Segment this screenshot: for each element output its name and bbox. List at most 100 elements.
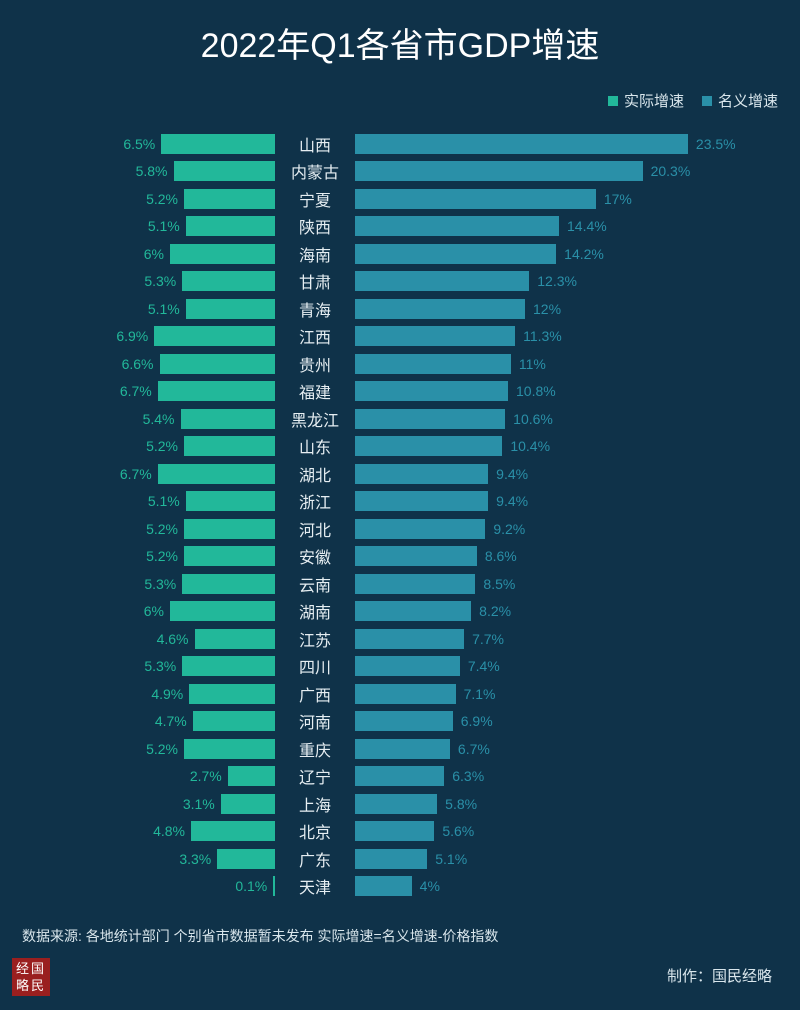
real-growth-value: 5.8%	[136, 163, 168, 179]
nominal-growth-value: 11%	[519, 356, 546, 372]
province-label: 广东	[275, 847, 355, 871]
nominal-growth-value: 20.3%	[651, 163, 691, 179]
nominal-growth-value: 4%	[420, 878, 440, 894]
data-source-note: 数据来源: 各地统计部门 个别省市数据暂未发布 实际增速=名义增速-价格指数	[22, 926, 498, 946]
province-label: 重庆	[275, 737, 355, 761]
real-growth-value: 2.7%	[190, 768, 222, 784]
real-growth-bar	[170, 244, 275, 264]
real-growth-bar	[221, 794, 275, 814]
province-label: 云南	[275, 572, 355, 596]
nominal-growth-value: 7.4%	[468, 658, 500, 674]
real-growth-bar	[184, 189, 275, 209]
nominal-growth-value: 6.3%	[452, 768, 484, 784]
province-label: 江西	[275, 324, 355, 348]
real-growth-bar	[195, 629, 276, 649]
nominal-growth-bar	[355, 794, 437, 814]
nominal-growth-bar	[355, 684, 456, 704]
chart-row: 5.3% 云南 8.5%	[0, 570, 800, 598]
nominal-growth-value: 9.4%	[496, 493, 528, 509]
real-growth-value: 6.7%	[120, 383, 152, 399]
nominal-growth-bar	[355, 491, 488, 511]
chart-row: 5.2%安徽8.6%	[0, 543, 800, 571]
nominal-growth-bar	[355, 271, 529, 291]
nominal-growth-value: 14.2%	[564, 246, 604, 262]
province-label: 山东	[275, 434, 355, 458]
nominal-growth-bar	[355, 134, 688, 154]
chart-row: 5.4%黑龙江10.6%	[0, 405, 800, 433]
nominal-growth-value: 12%	[533, 301, 561, 317]
chart-row: 6.7%福建10.8%	[0, 378, 800, 406]
real-growth-bar	[184, 546, 275, 566]
province-label: 黑龙江	[275, 407, 355, 431]
real-growth-value: 0.1%	[235, 878, 267, 894]
chart-row: 6.5%山西23.5%	[0, 130, 800, 158]
credit-label: 制作：国民经略	[667, 965, 772, 986]
nominal-growth-value: 7.7%	[472, 631, 504, 647]
nominal-growth-bar	[355, 519, 485, 539]
real-growth-value: 6.9%	[116, 328, 148, 344]
nominal-growth-value: 5.8%	[445, 796, 477, 812]
chart-row: 5.1%陕西14.4%	[0, 213, 800, 241]
chart-row: 5.2%重庆6.7%	[0, 735, 800, 763]
nominal-growth-bar	[355, 326, 515, 346]
nominal-growth-value: 10.6%	[513, 411, 553, 427]
real-growth-bar	[170, 601, 275, 621]
province-label: 河北	[275, 517, 355, 541]
real-growth-value: 4.6%	[157, 631, 189, 647]
publisher-stamp: 经国略民	[12, 958, 50, 996]
chart-row: 4.6% 江苏 7.7%	[0, 625, 800, 653]
nominal-growth-value: 5.1%	[435, 851, 467, 867]
legend-label: 名义增速	[718, 90, 778, 111]
province-label: 广西	[275, 682, 355, 706]
nominal-growth-bar	[355, 381, 508, 401]
nominal-growth-bar	[355, 436, 502, 456]
nominal-growth-bar	[355, 574, 475, 594]
nominal-growth-bar	[355, 546, 477, 566]
chart-row: 5.1%浙江9.4%	[0, 488, 800, 516]
chart-row: 6.7%湖北9.4%	[0, 460, 800, 488]
legend-item: 实际增速	[608, 90, 684, 111]
real-growth-value: 4.7%	[155, 713, 187, 729]
real-growth-bar	[154, 326, 275, 346]
nominal-growth-value: 9.2%	[493, 521, 525, 537]
nominal-growth-bar	[355, 409, 505, 429]
province-label: 辽宁	[275, 764, 355, 788]
real-growth-value: 5.2%	[146, 191, 178, 207]
real-growth-value: 5.3%	[144, 658, 176, 674]
nominal-growth-value: 9.4%	[496, 466, 528, 482]
real-growth-value: 5.3%	[144, 576, 176, 592]
real-growth-bar	[181, 409, 276, 429]
nominal-growth-bar	[355, 216, 559, 236]
real-growth-bar	[158, 381, 275, 401]
province-label: 湖北	[275, 462, 355, 486]
nominal-growth-bar	[355, 354, 511, 374]
real-growth-bar	[228, 766, 275, 786]
real-growth-bar	[158, 464, 275, 484]
chart-title: 2022年Q1各省市GDP增速	[0, 18, 800, 67]
chart-row: 2.7% 辽宁 6.3%	[0, 763, 800, 791]
nominal-growth-bar	[355, 189, 596, 209]
chart-row: 6%海南14.2%	[0, 240, 800, 268]
nominal-growth-bar	[355, 849, 427, 869]
chart-row: 5.1%青海12%	[0, 295, 800, 323]
nominal-growth-value: 8.5%	[483, 576, 515, 592]
real-growth-value: 6.5%	[123, 136, 155, 152]
real-growth-bar	[186, 216, 275, 236]
real-growth-bar	[182, 271, 275, 291]
real-growth-bar	[186, 491, 275, 511]
nominal-growth-value: 5.6%	[442, 823, 474, 839]
nominal-growth-bar	[355, 244, 556, 264]
province-label: 甘肃	[275, 269, 355, 293]
province-label: 宁夏	[275, 187, 355, 211]
chart-row: 4.8%北京5.6%	[0, 818, 800, 846]
nominal-growth-bar	[355, 739, 450, 759]
real-growth-value: 4.8%	[153, 823, 185, 839]
real-growth-bar	[273, 876, 275, 896]
real-growth-bar	[184, 436, 275, 456]
province-label: 贵州	[275, 352, 355, 376]
province-label: 陕西	[275, 214, 355, 238]
nominal-growth-value: 7.1%	[464, 686, 496, 702]
province-label: 江苏	[275, 627, 355, 651]
province-label: 青海	[275, 297, 355, 321]
real-growth-bar	[182, 656, 275, 676]
